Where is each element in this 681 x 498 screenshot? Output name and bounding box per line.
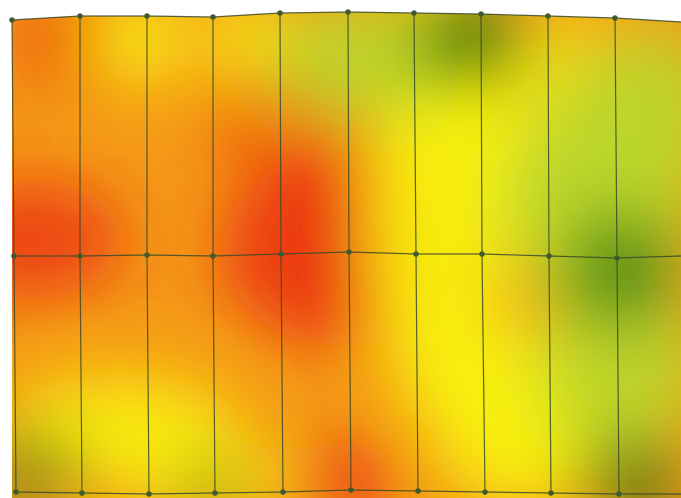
grid-vertex-r1-c6[interactable] bbox=[345, 9, 351, 15]
heat-blob-10 bbox=[95, 12, 185, 85]
grid-vertex-r1-c9[interactable] bbox=[545, 13, 551, 19]
heat-blob-18 bbox=[415, 12, 525, 85]
grid-vertex-r2-c9[interactable] bbox=[546, 253, 552, 259]
grid-vertex-r3-c1[interactable] bbox=[13, 489, 19, 495]
grid-vertex-r2-c1[interactable] bbox=[11, 253, 17, 259]
heat-blob-16 bbox=[560, 20, 681, 200]
grid-vertex-r2-c3[interactable] bbox=[144, 252, 150, 258]
heat-blob-1 bbox=[12, 180, 125, 300]
grid-vertex-r3-c3[interactable] bbox=[146, 491, 152, 497]
grid-vertex-r3-c2[interactable] bbox=[79, 490, 85, 496]
grid-vertex-r3-c8[interactable] bbox=[482, 489, 488, 495]
grid-vertex-r2-c4[interactable] bbox=[210, 253, 216, 259]
grid-vertex-r2-c2[interactable] bbox=[77, 253, 83, 259]
grid-vertex-r2-c10[interactable] bbox=[614, 255, 620, 261]
grid-vertex-r3-c6[interactable] bbox=[348, 487, 354, 493]
grid-vertex-r1-c4[interactable] bbox=[210, 14, 216, 20]
heat-blob-20 bbox=[580, 440, 680, 498]
grid-vertex-r1-c10[interactable] bbox=[612, 15, 618, 21]
heat-blob-23 bbox=[577, 12, 633, 51]
grid-vertex-r1-c2[interactable] bbox=[77, 13, 83, 19]
grid-vertex-r1-c5[interactable] bbox=[277, 10, 283, 16]
grid-vertex-r2-c8[interactable] bbox=[479, 251, 485, 257]
grid-vertex-r3-c10[interactable] bbox=[616, 491, 622, 497]
grid-vertex-r3-c5[interactable] bbox=[280, 489, 286, 495]
heat-blob-21 bbox=[12, 430, 85, 498]
grid-vertex-r2-c7[interactable] bbox=[413, 251, 419, 257]
grid-vertex-r3-c7[interactable] bbox=[415, 488, 421, 494]
grid-vertex-r1-c3[interactable] bbox=[144, 13, 150, 19]
grid-vertex-r1-c7[interactable] bbox=[411, 10, 417, 16]
grid-vertices bbox=[9, 9, 622, 497]
grid-vertex-r2-c6[interactable] bbox=[346, 249, 352, 255]
heat-blob-19 bbox=[565, 210, 675, 330]
grid-vertex-r3-c9[interactable] bbox=[548, 490, 554, 496]
grid-vertex-r2-c5[interactable] bbox=[278, 251, 284, 257]
grid-vertex-r1-c1[interactable] bbox=[9, 17, 15, 23]
grid-vertex-r3-c4[interactable] bbox=[212, 490, 218, 496]
heat-blob-5 bbox=[285, 440, 395, 498]
heat-blob-14 bbox=[270, 12, 450, 120]
grid-vertex-r1-c8[interactable] bbox=[478, 11, 484, 17]
